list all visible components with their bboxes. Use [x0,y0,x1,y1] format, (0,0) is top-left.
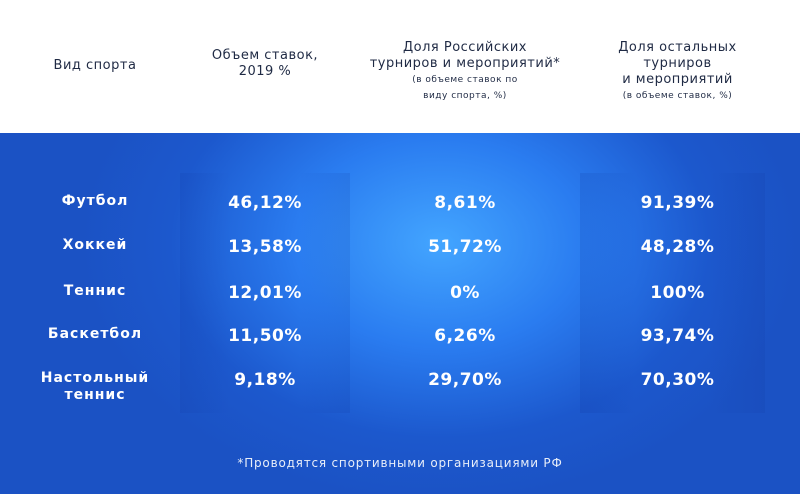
header-other-label: Доля остальных турниров и мероприятий [618,40,737,87]
header-sport: Вид спорта [20,58,170,74]
russian-share-value: 0% [450,283,480,303]
header-sport-label: Вид спорта [53,58,137,73]
russian-share-value: 6,26% [434,326,496,346]
column-highlight [580,173,765,413]
volume-value: 13,58% [228,237,302,257]
column-highlight [180,173,350,413]
table-row: Теннис 12,01% 0% 100% [0,283,800,323]
volume-value: 12,01% [228,283,302,303]
table-row: Хоккей 13,58% 51,72% 48,28% [0,237,800,277]
sport-name: Хоккей [62,237,128,253]
russian-share-value: 8,61% [434,193,496,213]
other-share-value: 48,28% [640,237,715,257]
other-share-value: 93,74% [640,326,715,346]
sport-name: Баскетбол [47,326,143,342]
table-row: Футбол 46,12% 8,61% 91,39% [0,193,800,233]
header-other-share: Доля остальных турниров и мероприятий (в… [590,40,765,104]
header-russian-label: Доля Российских турниров и мероприятий* [369,40,561,71]
sport-name: Теннис [63,283,127,299]
table-header: Вид спорта Объем ставок, 2019 % Доля Рос… [0,0,800,133]
table-row: Баскетбол 11,50% 6,26% 93,74% [0,326,800,366]
russian-share-value: 29,70% [428,370,502,390]
volume-value: 11,50% [228,326,302,346]
header-other-sublabel: (в объеме ставок, %) [622,91,733,101]
table-body [0,133,800,494]
other-share-value: 100% [650,283,705,303]
sport-name: Футбол [61,193,129,209]
other-share-value: 70,30% [640,370,715,390]
table-row: Настольный теннис 9,18% 29,70% 70,30% [0,370,800,410]
russian-share-value: 51,72% [428,237,502,257]
header-russian-share: Доля Российских турниров и мероприятий* … [350,40,580,104]
other-share-value: 91,39% [640,193,715,213]
header-volume: Объем ставок, 2019 % [185,48,345,80]
volume-value: 46,12% [228,193,302,213]
volume-value: 9,18% [234,370,296,390]
header-volume-label: Объем ставок, 2019 % [211,48,319,79]
sport-name: Настольный теннис [40,370,150,403]
header-russian-sublabel: (в объеме ставок по виду спорта, %) [412,75,518,101]
footnote: *Проводятся спортивными организациями РФ [237,456,563,470]
